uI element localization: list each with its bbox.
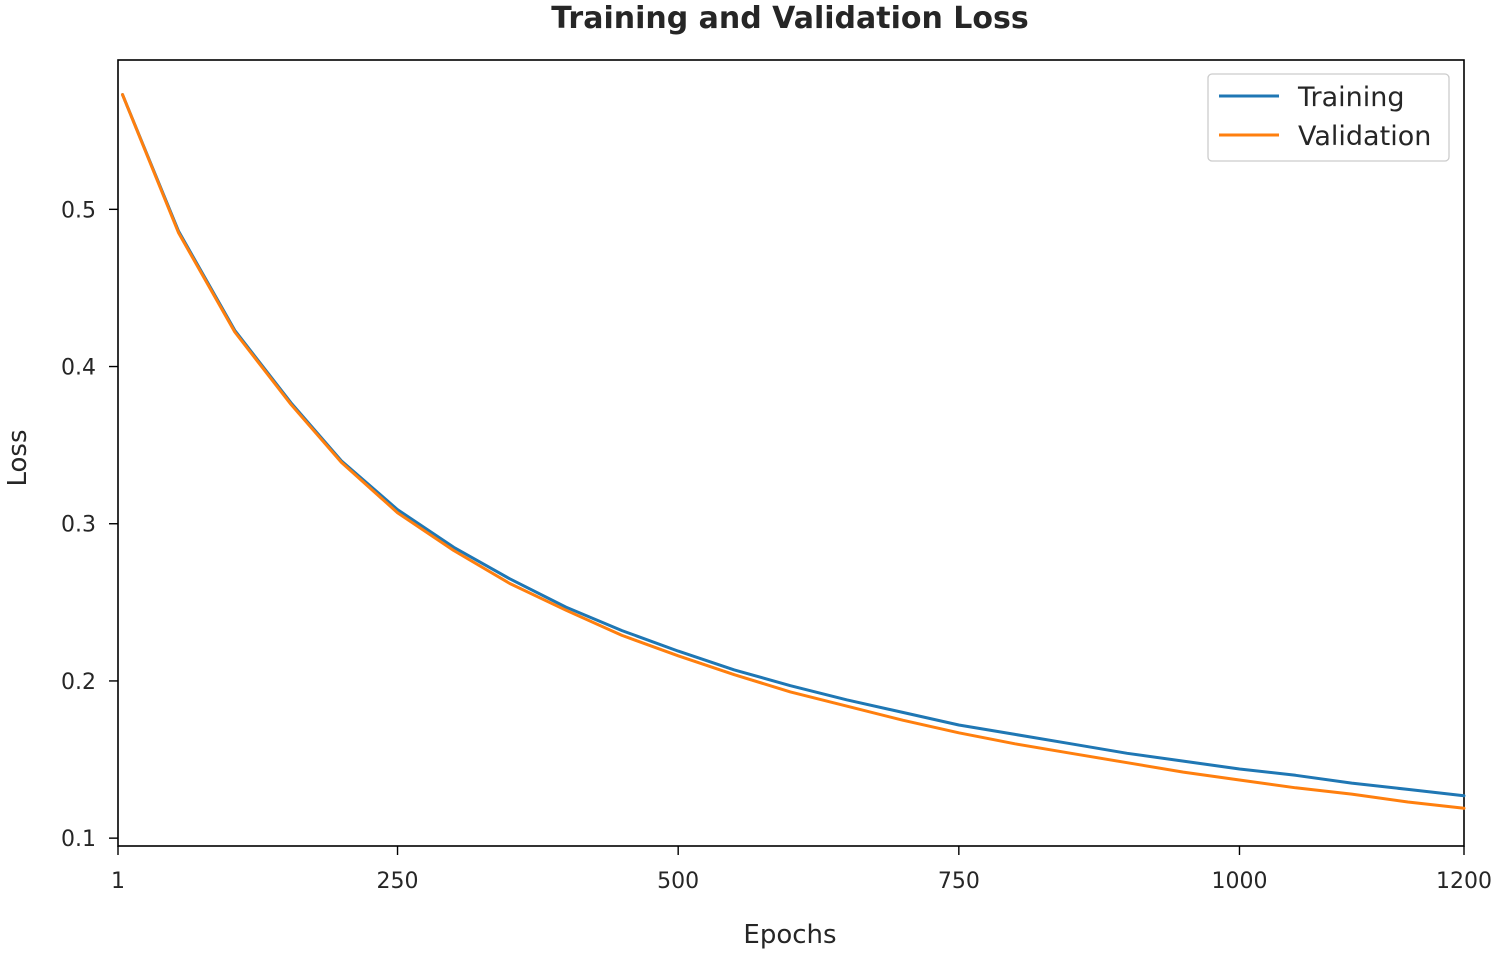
plot-area [117,59,1465,847]
y-tick-label: 0.2 [61,670,96,695]
x-tick-label: 1200 [1436,869,1492,894]
x-tick-label: 750 [938,869,980,894]
x-tick-label: 250 [377,869,419,894]
x-tick-label: 500 [657,869,699,894]
chart-title: Training and Validation Loss [551,1,1029,36]
legend-label-training: Training [1297,82,1405,113]
x-tick-label: 1000 [1211,869,1267,894]
x-tick-label: 1 [111,869,125,894]
y-tick-label: 0.3 [61,513,96,538]
legend: Training Validation [1207,73,1450,162]
x-axis-label: Epochs [743,920,836,950]
series-line-training [121,93,1466,798]
series-lines [121,93,1466,810]
y-tick-label: 0.4 [61,356,96,381]
series-line-validation [121,93,1466,810]
y-tick-label: 0.1 [61,827,96,852]
legend-label-validation: Validation [1298,121,1431,152]
y-axis-label: Loss [3,429,33,486]
x-axis: 1 250 500 750 1000 1200 [111,846,1492,894]
y-axis: 0.1 0.2 0.3 0.4 0.5 [61,198,118,852]
y-tick-label: 0.5 [61,198,96,223]
